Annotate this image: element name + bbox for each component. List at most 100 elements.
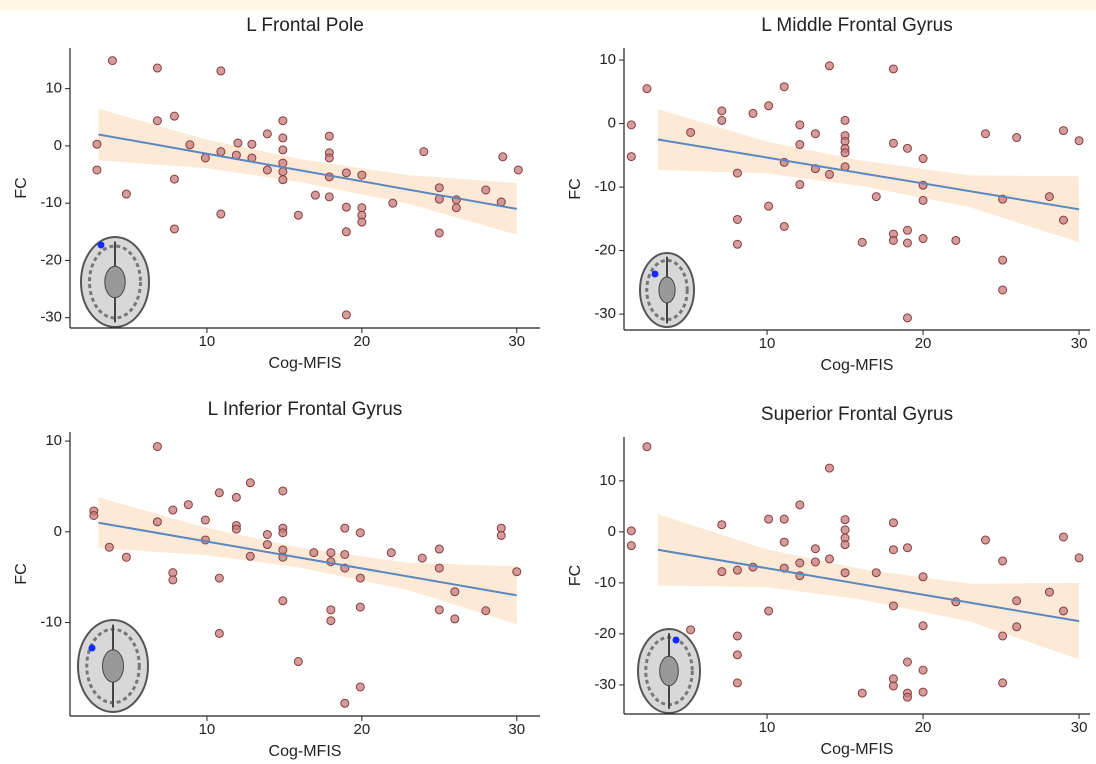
data-point xyxy=(902,313,912,323)
data-point xyxy=(326,548,336,558)
data-point xyxy=(888,64,898,74)
data-point xyxy=(840,540,850,550)
data-point xyxy=(764,201,774,211)
data-point xyxy=(324,153,334,163)
fit-line xyxy=(98,133,517,210)
data-point xyxy=(169,174,179,184)
data-point xyxy=(1074,136,1084,146)
data-point xyxy=(434,605,444,615)
y-tick-label: 10 xyxy=(599,51,616,68)
data-point xyxy=(918,572,928,582)
data-point xyxy=(732,565,742,575)
data-point xyxy=(840,525,850,535)
data-point xyxy=(450,614,460,624)
data-point xyxy=(642,442,652,452)
data-point xyxy=(340,523,350,533)
data-point xyxy=(247,139,257,149)
data-point xyxy=(355,602,365,612)
data-point xyxy=(434,183,444,193)
data-point xyxy=(278,596,288,606)
data-point xyxy=(1058,532,1068,542)
data-point xyxy=(779,221,789,231)
data-point xyxy=(152,116,162,126)
data-point xyxy=(888,235,898,245)
data-point xyxy=(888,518,898,528)
data-point xyxy=(388,198,398,208)
data-point xyxy=(512,567,522,577)
data-point xyxy=(245,478,255,488)
x-tick-label: 30 xyxy=(1071,719,1088,736)
confidence-band xyxy=(98,497,517,625)
data-point xyxy=(686,127,696,137)
data-point xyxy=(216,66,226,76)
brain-core xyxy=(104,265,126,299)
data-point xyxy=(902,238,912,248)
x-tick-label: 20 xyxy=(354,333,371,350)
data-point xyxy=(341,227,351,237)
data-point xyxy=(340,549,350,559)
data-point xyxy=(888,545,898,555)
data-point xyxy=(357,170,367,180)
data-point xyxy=(717,115,727,125)
data-point xyxy=(840,568,850,578)
data-point xyxy=(857,237,867,247)
data-point xyxy=(717,106,727,116)
data-point xyxy=(732,168,742,178)
data-point xyxy=(1074,553,1084,563)
data-point xyxy=(795,180,805,190)
data-point xyxy=(1012,133,1022,143)
roi-marker xyxy=(651,270,659,278)
data-point xyxy=(278,145,288,155)
data-point xyxy=(513,165,523,175)
x-tick-label: 30 xyxy=(508,333,525,350)
x-axis-label: Cog-MFIS xyxy=(269,355,342,372)
data-point xyxy=(168,575,178,585)
data-point xyxy=(902,543,912,553)
data-point xyxy=(214,573,224,583)
y-tick-label: -20 xyxy=(594,242,616,259)
data-point xyxy=(1012,596,1022,606)
x-axis-label: Cog-MFIS xyxy=(821,741,894,758)
y-tick-label: -20 xyxy=(594,625,616,642)
data-point xyxy=(278,528,288,538)
data-point xyxy=(278,116,288,126)
data-point xyxy=(902,692,912,702)
data-point xyxy=(214,628,224,638)
data-point xyxy=(185,140,195,150)
chart-title: L Inferior Frontal Gyrus xyxy=(208,399,403,420)
y-tick-label: 0 xyxy=(608,115,616,132)
data-point xyxy=(998,556,1008,566)
data-point xyxy=(293,657,303,667)
y-tick-label: -10 xyxy=(40,194,62,211)
data-point xyxy=(262,530,272,540)
data-point xyxy=(951,235,961,245)
data-point xyxy=(824,61,834,71)
data-point xyxy=(918,665,928,675)
data-point xyxy=(840,115,850,125)
data-point xyxy=(92,165,102,175)
data-point xyxy=(810,544,820,554)
data-point xyxy=(417,553,427,563)
data-point xyxy=(871,192,881,202)
data-point xyxy=(231,524,241,534)
data-point xyxy=(104,542,114,552)
data-point xyxy=(888,138,898,148)
data-point xyxy=(810,129,820,139)
data-point xyxy=(764,514,774,524)
data-point xyxy=(434,563,444,573)
data-point xyxy=(779,537,789,547)
data-point xyxy=(918,154,928,164)
data-point xyxy=(902,143,912,153)
data-point xyxy=(824,463,834,473)
data-point xyxy=(152,442,162,452)
x-tick-label: 10 xyxy=(199,333,216,350)
y-tick-label: 0 xyxy=(54,137,62,154)
data-point xyxy=(278,167,288,177)
confidence-band xyxy=(657,108,1080,243)
data-point xyxy=(824,554,834,564)
data-point xyxy=(918,621,928,631)
data-point xyxy=(169,111,179,121)
roi-marker xyxy=(88,644,96,652)
data-point xyxy=(795,120,805,130)
data-point xyxy=(902,225,912,235)
